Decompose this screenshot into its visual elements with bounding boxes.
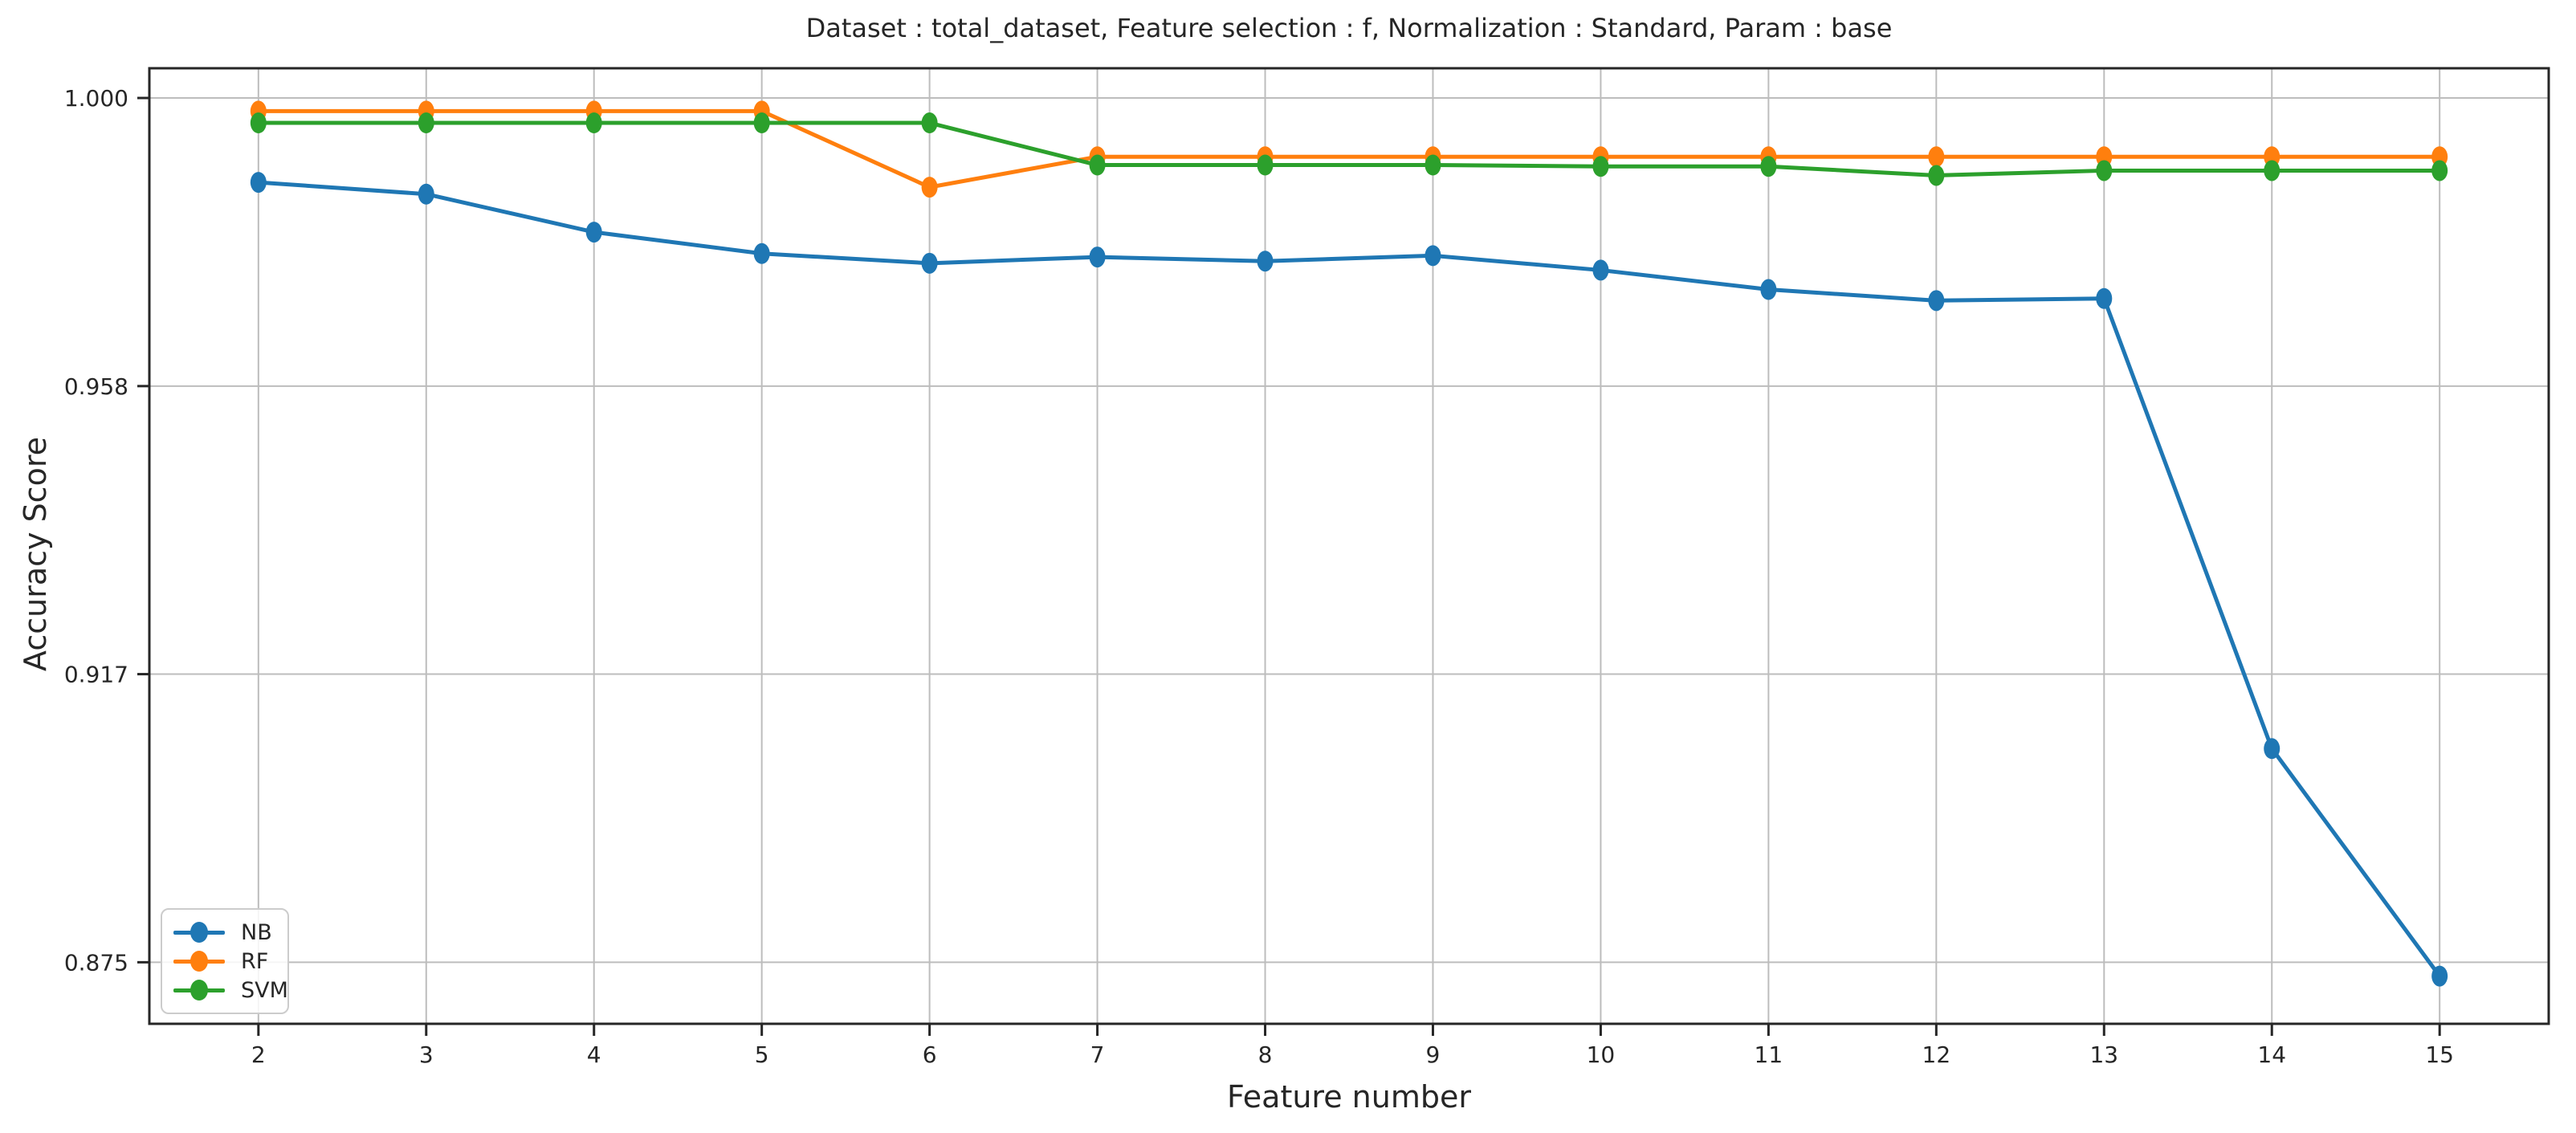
svm-dot-icon [190, 980, 208, 1001]
data-point-NB [1257, 251, 1274, 272]
data-point-NB [1425, 245, 1441, 267]
data-point-SVM [2431, 160, 2448, 181]
data-point-RF [1928, 146, 1945, 168]
y-tick-label: 0.958 [64, 373, 128, 400]
plot-frame [148, 67, 2550, 1025]
rf-line-swatch [173, 951, 225, 972]
y-tick-label: 0.875 [64, 949, 128, 976]
x-tick-label: 13 [2089, 1041, 2118, 1068]
data-point-SVM [1257, 154, 1274, 176]
data-point-SVM [2096, 160, 2113, 181]
data-point-NB [921, 252, 938, 274]
chart-title: Dataset : total_dataset, Feature selecti… [805, 13, 1893, 43]
legend-item-nb: NB [173, 918, 276, 947]
x-tick-label: 4 [587, 1041, 601, 1068]
x-tick-label: 14 [2257, 1041, 2286, 1068]
x-tick-label: 11 [1755, 1041, 1783, 1068]
data-point-NB [250, 172, 267, 194]
data-point-NB [1089, 247, 1106, 268]
data-point-SVM [2264, 160, 2280, 181]
series-line-RF [256, 108, 2442, 190]
data-point-NB [753, 242, 770, 264]
series-line-NB [256, 180, 2442, 979]
x-tick-label: 3 [419, 1041, 434, 1068]
x-tick-label: 10 [1587, 1041, 1616, 1068]
legend-label-svm: SVM [241, 977, 288, 1003]
nb-line-swatch [173, 922, 225, 943]
data-point-NB [1760, 279, 1777, 300]
data-point-SVM [921, 112, 938, 134]
data-point-NB [2264, 738, 2280, 760]
data-point-SVM [753, 112, 770, 134]
data-point-SVM [1928, 165, 1945, 186]
data-point-SVM [1592, 156, 1609, 177]
data-point-SVM [418, 112, 434, 134]
svm-line-swatch [173, 980, 225, 1001]
series-line-SVM [256, 120, 2442, 177]
data-point-NB [585, 222, 602, 243]
data-point-NB [1928, 290, 1945, 312]
x-tick-label: 6 [923, 1041, 937, 1068]
data-point-SVM [585, 112, 602, 134]
x-tick-label: 8 [1258, 1041, 1273, 1068]
data-point-SVM [1760, 156, 1777, 177]
x-tick-label: 5 [755, 1041, 769, 1068]
data-point-NB [2431, 965, 2448, 987]
data-point-NB [1592, 259, 1609, 281]
x-tick-label: 12 [1922, 1041, 1951, 1068]
data-point-NB [2096, 287, 2113, 309]
x-tick-label: 2 [251, 1041, 266, 1068]
x-tick-label: 9 [1426, 1041, 1441, 1068]
legend-item-svm: SVM [173, 976, 288, 1005]
nb-dot-icon [190, 922, 208, 943]
data-point-SVM [1425, 154, 1441, 176]
y-tick-label: 0.917 [64, 662, 128, 688]
rf-dot-icon [190, 951, 208, 972]
data-point-SVM [250, 112, 267, 134]
data-point-RF [921, 177, 938, 198]
legend-label-nb: NB [241, 919, 272, 945]
legend: NB RF SVM [161, 908, 289, 1014]
x-tick-label: 7 [1090, 1041, 1105, 1068]
legend-item-rf: RF [173, 947, 276, 976]
data-point-SVM [1089, 154, 1106, 176]
x-tick-label: 15 [2425, 1041, 2454, 1068]
y-tick-label: 1.000 [64, 85, 128, 112]
x-axis-label: Feature number [1227, 1079, 1471, 1115]
data-point-NB [418, 183, 434, 205]
legend-label-rf: RF [241, 948, 269, 974]
